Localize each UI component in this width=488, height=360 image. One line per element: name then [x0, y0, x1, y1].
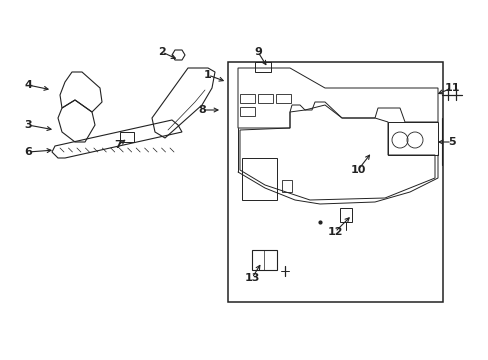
Text: 2: 2 [158, 47, 165, 57]
Text: 13: 13 [244, 273, 259, 283]
Bar [254, 62, 270, 72]
Bar [120, 132, 134, 142]
Bar [275, 94, 290, 103]
Text: 3: 3 [24, 120, 32, 130]
Bar [282, 180, 291, 192]
Text: 4: 4 [24, 80, 32, 90]
Bar [339, 208, 351, 222]
Text: 9: 9 [254, 47, 262, 57]
Bar [227, 62, 442, 302]
Bar [258, 94, 272, 103]
Bar [240, 94, 254, 103]
Bar [240, 107, 254, 116]
Text: 7: 7 [114, 140, 122, 150]
Text: 10: 10 [349, 165, 365, 175]
Text: 6: 6 [24, 147, 32, 157]
Text: 11: 11 [443, 83, 459, 93]
Text: 5: 5 [447, 137, 455, 147]
Bar [242, 158, 276, 200]
Text: 12: 12 [326, 227, 342, 237]
Text: 8: 8 [198, 105, 205, 115]
Text: 1: 1 [203, 70, 211, 80]
Bar [251, 250, 276, 270]
